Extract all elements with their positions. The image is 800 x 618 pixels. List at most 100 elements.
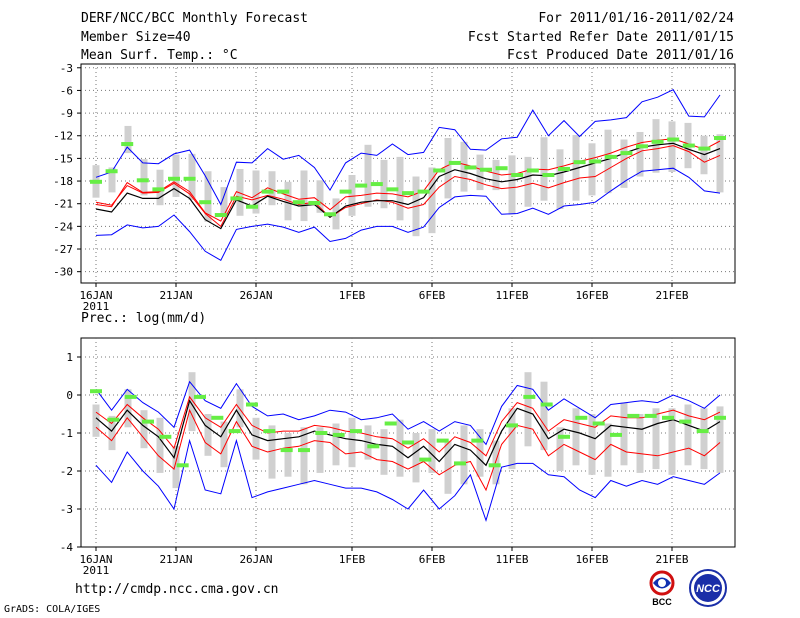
prec-observed-mark bbox=[540, 402, 553, 407]
temp-spread-box bbox=[444, 138, 452, 199]
prec-observed-mark bbox=[332, 432, 345, 437]
prec-y-tick-label: -1 bbox=[60, 427, 73, 440]
temp-observed-mark bbox=[386, 187, 399, 192]
ncc-logo-text: NCC bbox=[696, 583, 721, 595]
temp-spread-box bbox=[556, 149, 564, 209]
temp-observed-mark bbox=[230, 196, 243, 201]
temp-x-tick-label: 26JAN bbox=[239, 289, 272, 302]
temp-y-tick-label: -24 bbox=[53, 220, 73, 233]
temp-observed-mark bbox=[136, 178, 149, 183]
prec-observed-mark bbox=[159, 434, 172, 439]
temp-spread-box bbox=[220, 187, 228, 216]
prec-x-tick-label: 21FEB bbox=[655, 553, 688, 566]
prec-observed-mark bbox=[315, 431, 328, 435]
prec-spread-box bbox=[268, 425, 276, 479]
prec-observed-mark bbox=[696, 429, 709, 434]
temp-spread-box bbox=[540, 137, 548, 201]
prec-x-tick-label: 21JAN bbox=[159, 553, 192, 566]
prec-spread-box bbox=[556, 427, 564, 471]
prec-spread-box bbox=[124, 389, 132, 428]
temp-spread-box bbox=[364, 144, 372, 207]
prec-observed-mark bbox=[142, 419, 154, 424]
temp-observed-mark bbox=[105, 169, 118, 174]
prec-observed-mark bbox=[298, 448, 310, 453]
prec-spread-box bbox=[188, 372, 196, 432]
temp-observed-mark bbox=[214, 213, 227, 218]
prec-panel-title: Prec.: log(mm/d) bbox=[81, 311, 206, 326]
temp-spread-box bbox=[252, 170, 260, 214]
prec-spread-box bbox=[684, 404, 692, 466]
temp-spread-box bbox=[428, 167, 436, 234]
chart-title: DERF/NCC/BCC Monthly Forecast bbox=[81, 11, 308, 26]
prec-observed-mark bbox=[523, 394, 536, 399]
prec-spread-box bbox=[332, 423, 340, 466]
temp-spread-box bbox=[492, 159, 500, 191]
temp-observed-mark bbox=[121, 142, 134, 147]
temp-spread-box bbox=[236, 168, 244, 216]
temp-observed-mark bbox=[246, 204, 258, 209]
temp-x-tick-label: 21FEB bbox=[655, 289, 688, 302]
prec-line-upper bbox=[95, 408, 721, 492]
temp-x-tick-label: 16FEB bbox=[575, 289, 608, 302]
forecast-start-label: Fcst Started Refer Date 2011/01/15 bbox=[467, 30, 734, 45]
prec-spread-box bbox=[156, 417, 164, 473]
prec-observed-mark bbox=[124, 394, 137, 399]
prec-line-lower bbox=[95, 395, 721, 457]
temp-panel: -3 -6 -9 -12 -15 -18 -21 -24 -27 -30 16JAN 21JAN 26J… bbox=[53, 62, 736, 313]
member-size-label: Member Size=40 bbox=[81, 30, 191, 45]
temp-observed-mark bbox=[152, 187, 165, 192]
prec-spread-box bbox=[524, 372, 532, 447]
prec-observed-mark bbox=[454, 461, 466, 466]
temp-spread-box bbox=[620, 139, 628, 188]
prec-spread-box bbox=[380, 429, 388, 475]
prec-spread-box bbox=[540, 381, 548, 451]
prec-spread-box bbox=[316, 427, 324, 473]
prec-observed-mark bbox=[228, 429, 241, 434]
prec-observed-mark bbox=[610, 432, 622, 437]
temp-observed-mark bbox=[682, 143, 695, 148]
prec-spread-box bbox=[476, 429, 484, 477]
prec-y-tick-label: -4 bbox=[60, 541, 74, 554]
temp-observed-mark bbox=[573, 160, 586, 165]
prec-x-tick-label: 11FEB bbox=[495, 553, 528, 566]
prec-y-tick-label: 1 bbox=[66, 351, 73, 364]
prec-spread-box bbox=[284, 433, 292, 477]
temp-y-tick-label: -30 bbox=[53, 266, 73, 279]
temp-observed-mark bbox=[324, 212, 336, 217]
temp-spread-box bbox=[460, 141, 468, 192]
temp-spread-box bbox=[716, 134, 724, 193]
temp-observed-mark bbox=[339, 189, 352, 194]
prec-spread-box bbox=[220, 421, 228, 468]
temp-observed-mark bbox=[558, 166, 570, 171]
temp-observed-mark bbox=[292, 200, 305, 205]
prec-line-min bbox=[95, 380, 721, 446]
temp-observed-mark bbox=[433, 168, 446, 173]
prec-observed-mark bbox=[627, 413, 640, 418]
temp-x-tick-label: 1FEB bbox=[339, 289, 366, 302]
temp-observed-mark bbox=[168, 176, 180, 181]
prec-x-tick-label: 26JAN bbox=[239, 553, 272, 566]
bcc-logo: BCC bbox=[649, 570, 675, 607]
temp-observed-mark bbox=[277, 189, 290, 194]
prec-observed-mark bbox=[592, 421, 605, 426]
temp-observed-mark bbox=[464, 165, 477, 170]
temp-observed-mark bbox=[511, 173, 524, 178]
prec-spread-box bbox=[508, 408, 516, 470]
temp-observed-mark bbox=[604, 154, 617, 159]
prec-observed-mark bbox=[350, 429, 362, 434]
prec-y-tick-label: -2 bbox=[60, 465, 73, 478]
prec-observed-mark bbox=[211, 415, 224, 420]
temp-spread-box bbox=[316, 180, 324, 213]
temp-observed-mark bbox=[183, 176, 196, 181]
temp-spread-box bbox=[140, 159, 148, 196]
temp-observed-mark bbox=[355, 183, 368, 188]
prec-spread-box bbox=[444, 440, 452, 494]
prec-observed-mark bbox=[506, 423, 518, 428]
prec-y-tick-label: 0 bbox=[66, 389, 73, 402]
temp-y-tick-label: -21 bbox=[53, 198, 73, 211]
variable-label: Mean Surf. Temp.: °C bbox=[81, 48, 238, 63]
temp-y-tick-label: -18 bbox=[53, 175, 73, 188]
temp-observed-mark bbox=[542, 173, 555, 178]
temp-observed-mark bbox=[667, 137, 680, 142]
temp-spread-box bbox=[604, 129, 612, 194]
